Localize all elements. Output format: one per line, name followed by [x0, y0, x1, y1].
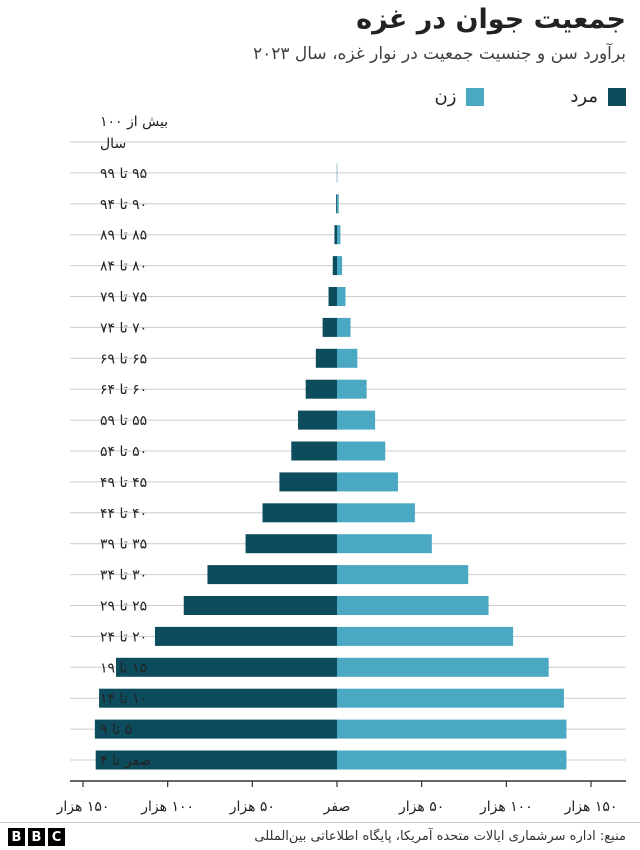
category-label: ۸۵ تا ۸۹: [100, 228, 147, 244]
bar-female: [337, 379, 367, 399]
category-label: ۵ تا ۹: [100, 722, 132, 738]
category-label: ۸۰ تا ۸۴: [100, 259, 147, 275]
footer-divider: [0, 822, 640, 823]
bar-male: [328, 287, 337, 306]
bar-female: [337, 626, 514, 646]
bar-male: [291, 441, 337, 461]
source-note: منبع: اداره سرشماری ایالات متحده آمریکا،…: [254, 829, 626, 844]
bar-male: [279, 472, 337, 492]
bar-male: [94, 719, 337, 739]
bar-male: [332, 256, 337, 276]
bar-male: [336, 194, 337, 214]
bbc-logo-letter: C: [48, 828, 65, 846]
bar-female: [337, 472, 398, 492]
category-label: ۹۵ تا ۹۹: [100, 166, 147, 182]
bar-male: [315, 348, 337, 368]
page-subtitle: برآورد سن و جنسیت جمعیت در نوار غزه، سال…: [252, 44, 626, 64]
bar-female: [337, 348, 358, 368]
bbc-logo-letter: B: [28, 828, 45, 846]
bar-male: [322, 317, 337, 337]
bar-female: [337, 503, 415, 523]
category-label: ۷۵ تا ۷۹: [100, 290, 147, 306]
legend-item-male: مرد: [570, 86, 626, 107]
category-label: ۶۵ تا ۶۹: [100, 351, 147, 367]
category-label: صفر تا ۴: [100, 753, 151, 769]
bar-male: [99, 688, 337, 708]
bar-female: [337, 317, 351, 337]
bar-female: [337, 534, 432, 554]
bar-male: [334, 225, 337, 245]
category-label: ۱۵ تا ۱۹: [100, 660, 147, 676]
bar-female: [337, 287, 346, 306]
page-title: جمعیت جوان در غزه: [356, 4, 626, 35]
x-tick-label: ۱۵۰ هزار: [56, 799, 110, 815]
bar-female: [337, 225, 341, 245]
category-label: ۶۰ تا ۶۴: [100, 382, 147, 398]
bar-female: [337, 688, 564, 708]
bar-male: [207, 565, 337, 585]
category-label: ۳۰ تا ۳۴: [100, 568, 147, 584]
category-label: ۱۰ تا ۱۴: [100, 691, 147, 707]
bar-female: [337, 657, 549, 677]
x-tick-label: ۱۵۰ هزار: [564, 799, 618, 815]
category-label: ۳۵ تا ۳۹: [100, 537, 147, 553]
legend-swatch-female: [466, 87, 485, 106]
bar-male: [305, 379, 337, 399]
bar-female: [337, 719, 567, 739]
legend-swatch-male: [608, 87, 626, 106]
x-tick-label: ۱۰۰ هزار: [140, 799, 194, 815]
bbc-logo-letter: B: [8, 828, 25, 846]
bar-male: [95, 750, 337, 770]
bar-female: [337, 194, 339, 214]
bar-male: [154, 626, 337, 646]
category-label: ۴۵ تا ۴۹: [100, 475, 147, 491]
category-label: ۷۰ تا ۷۴: [100, 320, 147, 336]
bar-female: [337, 256, 343, 276]
category-label: ۲۵ تا ۲۹: [100, 599, 147, 615]
category-label: ۹۰ تا ۹۴: [100, 197, 147, 213]
bar-female: [337, 441, 386, 461]
legend-item-female: زن: [434, 86, 485, 107]
bar-male: [183, 596, 337, 615]
x-tick-label: ۵۰ هزار: [398, 799, 444, 815]
bar-female: [337, 565, 469, 585]
bar-male: [262, 503, 337, 523]
bar-male: [116, 657, 338, 677]
legend-label-male: مرد: [570, 86, 598, 107]
category-label: ۲۰ تا ۲۴: [100, 629, 147, 645]
x-tick-label: ۱۰۰ هزار: [479, 799, 533, 815]
category-label: ۵۰ تا ۵۴: [100, 444, 147, 460]
bar-female: [337, 596, 489, 615]
legend: مرد زن: [348, 86, 626, 107]
x-tick-label: صفر: [323, 799, 351, 815]
legend-label-female: زن: [434, 86, 457, 107]
population-pyramid-chart: بیش از ۱۰۰ سال ۹۵ تا ۹۹ ۹۰ تا ۹۴ ۸۵ تا ۸۹ ۸۰ …: [56, 114, 626, 815]
bar-female: [337, 750, 567, 770]
bar-male: [298, 410, 337, 430]
x-tick-label: ۵۰ هزار: [229, 799, 275, 815]
category-label: ۵۵ تا ۵۹: [100, 413, 147, 429]
bar-male: [245, 534, 337, 554]
category-label: ۴۰ تا ۴۴: [100, 506, 147, 522]
bar-female: [337, 410, 376, 430]
category-label: بیش از ۱۰۰ سال: [100, 114, 168, 152]
bbc-logo: B B C: [8, 828, 68, 846]
